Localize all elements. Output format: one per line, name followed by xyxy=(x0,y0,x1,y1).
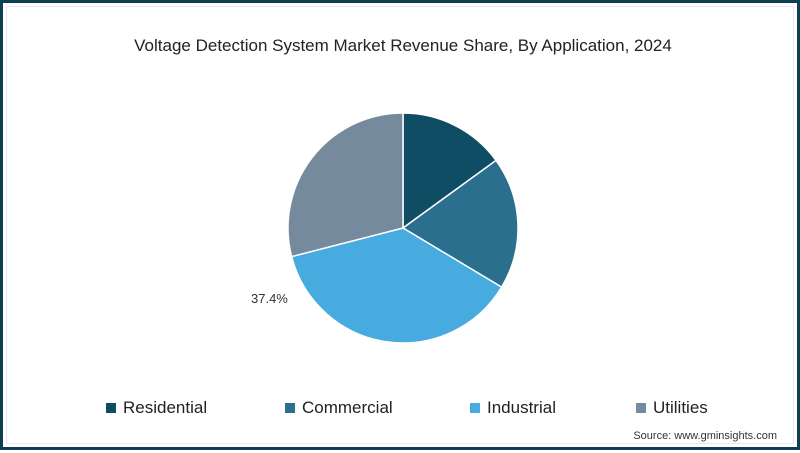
legend-swatch-icon xyxy=(470,403,480,413)
chart-title: Voltage Detection System Market Revenue … xyxy=(134,36,672,55)
legend-label: Industrial xyxy=(487,398,556,417)
pie-slice-utilities xyxy=(287,112,404,258)
pie-slice-commercial xyxy=(401,159,519,289)
legend-label: Commercial xyxy=(302,398,393,417)
legend-item-residential: Residential xyxy=(106,398,207,418)
pie-slice-residential xyxy=(402,112,498,230)
pie-slice-industrial xyxy=(290,227,503,344)
pie-chart xyxy=(287,112,519,344)
legend-swatch-icon xyxy=(106,403,116,413)
source-note: Source: www.gminsights.com xyxy=(633,430,777,442)
legend: Residential Commercial Industrial Utilit… xyxy=(3,398,800,418)
legend-swatch-icon xyxy=(285,403,295,413)
legend-label: Utilities xyxy=(653,398,708,417)
legend-swatch-icon xyxy=(636,403,646,413)
legend-item-commercial: Commercial xyxy=(285,398,393,418)
industrial-data-label: 37.4% xyxy=(251,291,288,306)
legend-item-industrial: Industrial xyxy=(470,398,556,418)
legend-label: Residential xyxy=(123,398,208,417)
legend-item-utilities: Utilities xyxy=(636,398,708,418)
